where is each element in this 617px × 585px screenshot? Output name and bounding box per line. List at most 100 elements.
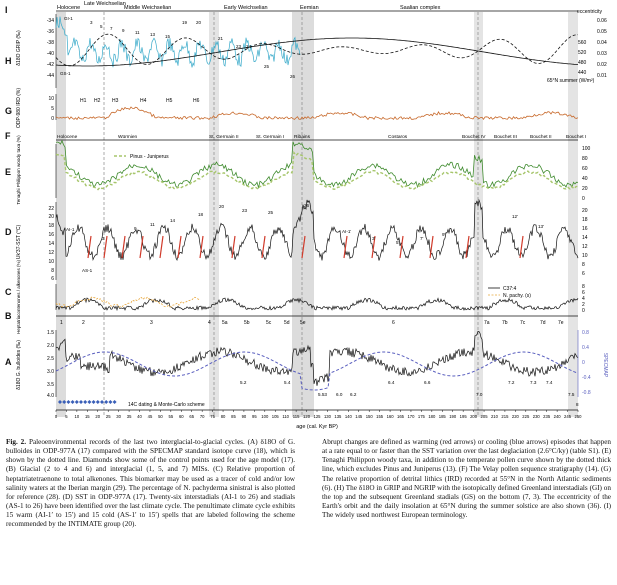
ins-tick: 440 — [578, 70, 587, 76]
x-tick-label: 80 — [221, 414, 226, 419]
velay-period: St. Germain II — [209, 134, 239, 140]
a-ylabel: δ18O G. bulloides (‰) — [16, 340, 22, 390]
ecc-tick: 0.02 — [597, 62, 607, 68]
x-tick-label: 240 — [554, 414, 562, 419]
warming-segment — [199, 235, 204, 259]
d-ylabel: Uk'37-SST (°C) — [16, 225, 22, 260]
control-diamond — [87, 400, 92, 404]
a-tick: 1.5 — [47, 330, 54, 336]
x-tick-label: 135 — [334, 414, 342, 419]
e-legend: Pinus - Juniperus — [130, 154, 169, 160]
ai-label: 18 — [198, 212, 204, 217]
panel-letter-f: F — [5, 131, 11, 141]
gi-label: 7 — [110, 26, 113, 31]
c-tick: 6 — [582, 290, 585, 296]
interglacial-bands — [56, 12, 578, 417]
d-tick: 8 — [51, 268, 54, 274]
velay-period: Würmien — [118, 134, 138, 140]
h-tick: -42 — [47, 62, 54, 68]
x-tick-label: 230 — [533, 414, 541, 419]
ai-prime-label: 3' — [372, 236, 376, 241]
x-axis-label: age (cal. Kyr BP) — [296, 424, 338, 430]
caption-left: Fig. 2. Paleoenvironmental records of th… — [6, 438, 295, 530]
specmap-tick: 0.4 — [582, 345, 589, 351]
panel-letter-h: H — [5, 56, 12, 66]
x-tick-label: 40 — [137, 414, 142, 419]
ecc-tick: 0.05 — [597, 29, 607, 35]
x-tick-label: 120 — [303, 414, 311, 419]
ecc-tick: 0.06 — [597, 18, 607, 24]
control-diamond — [70, 400, 75, 404]
panel-h: -34 -36 -38 -40 -42 -44 δ18O GRIP (‰) ec… — [16, 9, 607, 88]
d-rtick: 12 — [582, 244, 588, 250]
ai-label: 3 — [102, 236, 105, 241]
h-event-label: H2 — [94, 98, 101, 104]
e-tick: 40 — [582, 176, 588, 182]
warming-segment — [177, 235, 182, 259]
velay-period: Holocene — [57, 134, 78, 140]
d-tick: 10 — [48, 259, 54, 265]
g-ylabel: ODP-980 IRD (%) — [16, 88, 22, 128]
gs-label: 26 — [290, 74, 296, 79]
warming-segment — [139, 235, 144, 259]
x-tick-label: 215 — [501, 414, 509, 419]
mis-label: 7.3 — [530, 380, 537, 385]
mis-label: 7.0 — [476, 392, 483, 397]
control-diamond — [79, 400, 83, 404]
h-event-label: H1 — [80, 98, 87, 104]
mis-stage: 7e — [558, 320, 564, 326]
x-tick-label: 175 — [418, 414, 426, 419]
h-event-label: H3 — [112, 98, 119, 104]
x-tick-label: 110 — [282, 414, 289, 419]
control-diamond — [66, 400, 71, 404]
x-tick-label: 25 — [106, 414, 111, 419]
control-diamond — [95, 400, 100, 404]
x-tick-label: 250 — [575, 414, 583, 419]
velay-period: St. Germain I — [256, 134, 284, 140]
npachy-curve — [55, 296, 200, 308]
caption-right: Abrupt changes are defined as warming (r… — [322, 438, 611, 520]
d-rtick: 10 — [582, 253, 588, 259]
ai-label: 11 — [150, 222, 155, 227]
d-rtick: 18 — [582, 217, 588, 223]
x-tick-label: 165 — [397, 414, 405, 419]
e-tick: 60 — [582, 166, 588, 172]
panel-e: Tenaghi Philippon woody taxa (%) Pinus -… — [16, 135, 591, 205]
specmap-tick: 0.8 — [582, 330, 589, 336]
h-event-label: H4 — [140, 98, 147, 104]
d-rtick: 8 — [582, 262, 585, 268]
grip-curve — [55, 16, 301, 68]
ai-label: 25 — [268, 210, 274, 215]
velay-period: Bouchet I — [566, 134, 586, 140]
specmap-tick: -0.4 — [582, 375, 591, 381]
x-tick-label: 245 — [564, 414, 572, 419]
ai-label: 23 — [242, 208, 248, 213]
c37-curve — [55, 297, 579, 312]
ins-tick: 560 — [578, 40, 587, 46]
gi-label: 5 — [100, 24, 103, 29]
pinus-juniperus-curve — [55, 150, 579, 191]
d-tick: 20 — [48, 214, 54, 220]
x-tick-label: 100 — [261, 414, 269, 419]
e-tick: 100 — [582, 146, 591, 152]
c-legend-c37: C37:4 — [503, 286, 517, 292]
gi-label: 13 — [150, 32, 156, 37]
x-tick-label: 220 — [512, 414, 520, 419]
a-tick: 2.0 — [47, 343, 54, 349]
x-tick-label: 85 — [231, 414, 236, 419]
ai-label: 9 — [134, 226, 137, 231]
x-tick-label: 90 — [242, 414, 247, 419]
gi-label: 11 — [135, 30, 140, 35]
mis-label: 5.4 — [284, 380, 291, 385]
ai-label: 20 — [219, 204, 225, 209]
paleo-figure: I H G F E D C B A Holocene Late Weichsel… — [5, 1, 608, 430]
x-tick-label: 170 — [407, 414, 415, 419]
a-tick: 2.5 — [47, 356, 54, 362]
period-early-weichselian: Early Weichselian — [224, 5, 268, 11]
h-tick: -38 — [47, 40, 54, 46]
mis-stage: 7b — [502, 320, 508, 326]
x-tick-label: 235 — [543, 414, 551, 419]
mis-label: 6.0 — [336, 392, 343, 397]
period-late-weichselian: Late Weichselian — [84, 1, 126, 7]
x-tick-label: 185 — [439, 414, 447, 419]
